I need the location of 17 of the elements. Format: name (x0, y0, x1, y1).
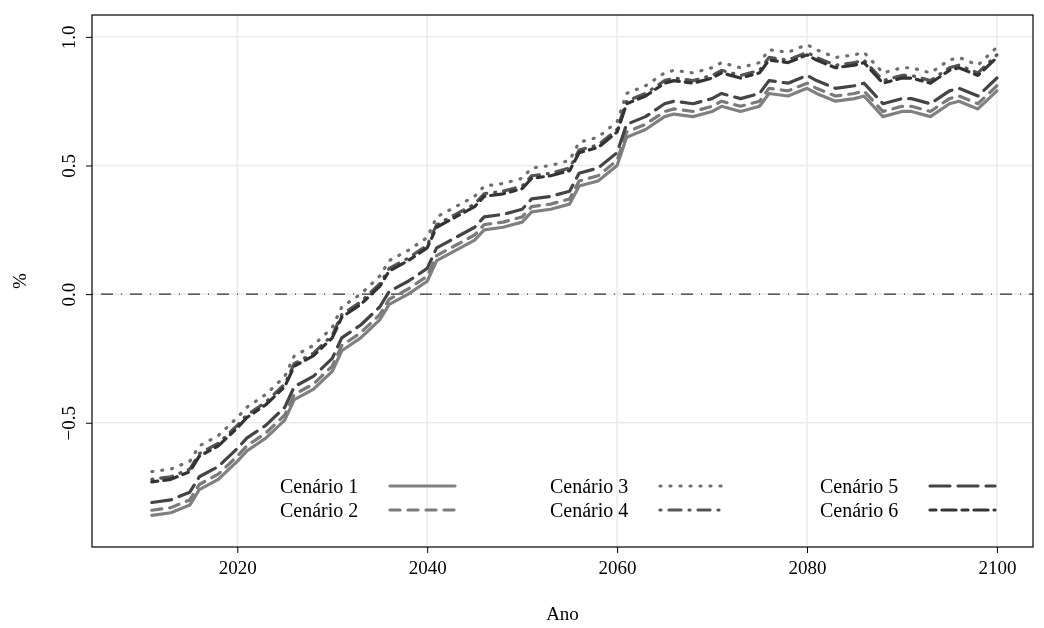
legend-label: Cenário 1 (280, 475, 359, 497)
y-tick-label: 0.5 (57, 154, 79, 178)
y-tick-label: 0.0 (57, 282, 79, 307)
legend-label: Cenário 6 (820, 499, 899, 521)
x-tick-label: 2080 (788, 557, 827, 579)
legend-label: Cenário 2 (280, 499, 359, 521)
x-tick-label: 2100 (978, 557, 1017, 579)
y-axis-title: % (9, 272, 30, 289)
x-axis-title: Ano (546, 603, 579, 624)
y-tick-label: −0.5 (57, 406, 79, 441)
y-tick-label: 1.0 (57, 25, 79, 50)
x-tick-label: 2020 (218, 557, 257, 579)
legend-label: Cenário 4 (550, 499, 629, 521)
x-tick-label: 2060 (598, 557, 637, 579)
x-tick-label: 2040 (408, 557, 447, 579)
legend-label: Cenário 5 (820, 475, 899, 497)
legend-label: Cenário 3 (550, 475, 629, 497)
